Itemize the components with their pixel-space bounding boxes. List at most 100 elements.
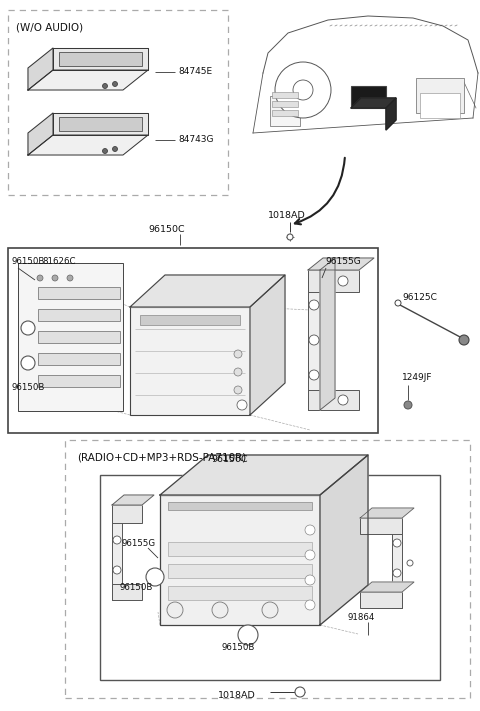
- Text: 1249JF: 1249JF: [402, 373, 432, 383]
- Bar: [351, 86, 386, 108]
- Text: 96125C: 96125C: [402, 294, 437, 302]
- Circle shape: [459, 335, 469, 345]
- Polygon shape: [320, 455, 368, 625]
- Circle shape: [305, 600, 315, 610]
- Circle shape: [262, 602, 278, 618]
- Bar: [308, 270, 320, 410]
- Bar: [360, 592, 402, 608]
- Bar: [168, 586, 312, 600]
- Bar: [100, 475, 440, 680]
- Text: 96150C: 96150C: [148, 225, 185, 235]
- Text: (W/O AUDIO): (W/O AUDIO): [16, 23, 83, 33]
- Text: 91864: 91864: [348, 612, 375, 621]
- Circle shape: [393, 569, 401, 577]
- Circle shape: [309, 370, 319, 380]
- Circle shape: [167, 602, 183, 618]
- Polygon shape: [360, 582, 414, 592]
- Circle shape: [293, 80, 313, 100]
- Bar: [416, 78, 464, 113]
- Text: 96155G: 96155G: [122, 538, 156, 547]
- Bar: [38, 353, 120, 365]
- Bar: [272, 92, 298, 98]
- Circle shape: [37, 275, 43, 281]
- Polygon shape: [320, 258, 335, 410]
- Polygon shape: [28, 48, 53, 90]
- Text: 96150B: 96150B: [120, 584, 154, 592]
- Polygon shape: [53, 48, 148, 70]
- Bar: [38, 331, 120, 343]
- Circle shape: [393, 539, 401, 547]
- Bar: [392, 518, 402, 608]
- Circle shape: [407, 560, 413, 566]
- Text: 1018AD: 1018AD: [268, 210, 306, 220]
- Polygon shape: [28, 135, 148, 155]
- Bar: [420, 93, 460, 118]
- Polygon shape: [28, 70, 148, 90]
- Circle shape: [234, 350, 242, 358]
- Circle shape: [287, 234, 293, 240]
- Bar: [38, 375, 120, 387]
- Text: 1018AD: 1018AD: [218, 690, 256, 700]
- Bar: [59, 52, 142, 66]
- Circle shape: [338, 395, 348, 405]
- Circle shape: [234, 368, 242, 376]
- Polygon shape: [351, 98, 396, 108]
- Text: 96150B: 96150B: [222, 643, 255, 653]
- Circle shape: [212, 602, 228, 618]
- Circle shape: [52, 275, 58, 281]
- Circle shape: [395, 300, 401, 306]
- Circle shape: [21, 321, 35, 335]
- Circle shape: [404, 401, 412, 409]
- Circle shape: [113, 536, 121, 544]
- Bar: [360, 518, 402, 534]
- Circle shape: [21, 356, 35, 370]
- Bar: [65, 440, 470, 698]
- Polygon shape: [160, 455, 368, 495]
- Circle shape: [338, 276, 348, 286]
- Bar: [308, 390, 359, 410]
- Bar: [38, 309, 120, 321]
- Circle shape: [305, 525, 315, 535]
- Text: 96155G: 96155G: [325, 257, 361, 267]
- Bar: [168, 502, 312, 510]
- Bar: [168, 542, 312, 556]
- Bar: [270, 96, 300, 126]
- Circle shape: [295, 687, 305, 697]
- Polygon shape: [112, 495, 154, 505]
- Bar: [272, 101, 298, 107]
- Polygon shape: [308, 258, 374, 270]
- Bar: [38, 287, 120, 299]
- Circle shape: [112, 82, 118, 87]
- Circle shape: [67, 275, 73, 281]
- Circle shape: [103, 83, 108, 88]
- Circle shape: [309, 335, 319, 345]
- Circle shape: [305, 550, 315, 560]
- Bar: [130, 307, 250, 415]
- Circle shape: [305, 575, 315, 585]
- Circle shape: [112, 146, 118, 151]
- Circle shape: [146, 568, 164, 586]
- Text: 96150B: 96150B: [12, 383, 46, 392]
- Bar: [112, 505, 122, 600]
- Bar: [308, 270, 359, 292]
- Polygon shape: [130, 275, 285, 307]
- Circle shape: [234, 386, 242, 394]
- Bar: [8, 10, 228, 195]
- Text: 84743G: 84743G: [178, 136, 214, 144]
- Text: (RADIO+CD+MP3+RDS-PA710R): (RADIO+CD+MP3+RDS-PA710R): [77, 453, 246, 463]
- Bar: [140, 315, 240, 325]
- Text: 96150B: 96150B: [12, 257, 46, 267]
- Circle shape: [275, 62, 331, 118]
- Bar: [272, 110, 298, 116]
- Bar: [160, 495, 320, 625]
- Circle shape: [237, 400, 247, 410]
- Text: 81626C: 81626C: [42, 257, 75, 267]
- Circle shape: [103, 149, 108, 154]
- Text: 84745E: 84745E: [178, 68, 212, 77]
- Bar: [112, 505, 142, 523]
- Circle shape: [238, 625, 258, 645]
- Polygon shape: [360, 508, 414, 518]
- Bar: [8, 248, 378, 433]
- Polygon shape: [250, 275, 285, 415]
- Text: 96150C: 96150C: [212, 456, 248, 464]
